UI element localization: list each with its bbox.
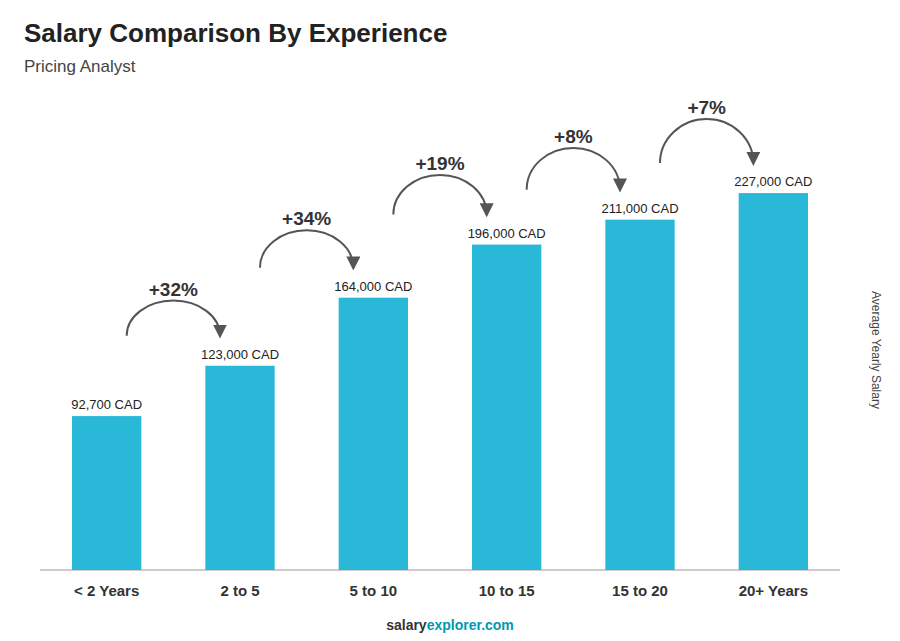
data-label: 164,000 CAD <box>334 279 412 294</box>
bars <box>72 193 808 570</box>
x-axis-line <box>40 570 840 571</box>
chart-svg: Salary Comparison By Experience Pricing A… <box>0 0 900 641</box>
change-arc <box>660 119 753 163</box>
x-tick-label: 2 to 5 <box>220 582 259 599</box>
data-label: 123,000 CAD <box>201 347 279 362</box>
x-tick-label: 15 to 20 <box>612 582 668 599</box>
subtitle: Pricing Analyst <box>24 57 136 76</box>
bar <box>72 416 141 570</box>
footer: salaryexplorer.com <box>386 617 514 633</box>
data-labels: 92,700 CAD 123,000 CAD 164,000 CAD 196,000 … <box>71 174 812 412</box>
x-tick-label: 5 to 10 <box>350 582 398 599</box>
data-label: 227,000 CAD <box>734 174 812 189</box>
change-arc <box>260 230 353 267</box>
data-label: 92,700 CAD <box>71 397 142 412</box>
title: Salary Comparison By Experience <box>24 18 447 48</box>
change-arc <box>393 175 486 215</box>
x-tick-label: 20+ Years <box>739 582 808 599</box>
y-axis-label: Average Yearly Salary <box>869 291 883 409</box>
x-tick-label: < 2 Years <box>74 582 139 599</box>
footer-part: explorer.com <box>427 617 514 633</box>
change-label: +7% <box>687 97 726 118</box>
change-label: +34% <box>282 208 331 229</box>
chart-container: Salary Comparison By Experience Pricing A… <box>0 0 900 641</box>
data-label: 211,000 CAD <box>601 201 678 216</box>
footer-part: salary <box>386 617 427 633</box>
change-arc <box>527 148 620 190</box>
bar <box>339 298 408 570</box>
change-annotations: +32% +34% +19% +8% +7% <box>127 97 754 336</box>
change-label: +19% <box>415 153 464 174</box>
x-tick-label: 10 to 15 <box>479 582 535 599</box>
change-label: +32% <box>149 279 198 300</box>
change-arc <box>127 301 220 336</box>
bar <box>605 220 674 570</box>
bar <box>472 245 541 570</box>
x-axis: < 2 Years 2 to 5 5 to 10 10 to 15 15 to 20 20… <box>74 582 808 599</box>
bar <box>739 193 808 570</box>
data-label: 196,000 CAD <box>468 226 546 241</box>
bar <box>205 366 274 570</box>
change-label: +8% <box>554 126 593 147</box>
